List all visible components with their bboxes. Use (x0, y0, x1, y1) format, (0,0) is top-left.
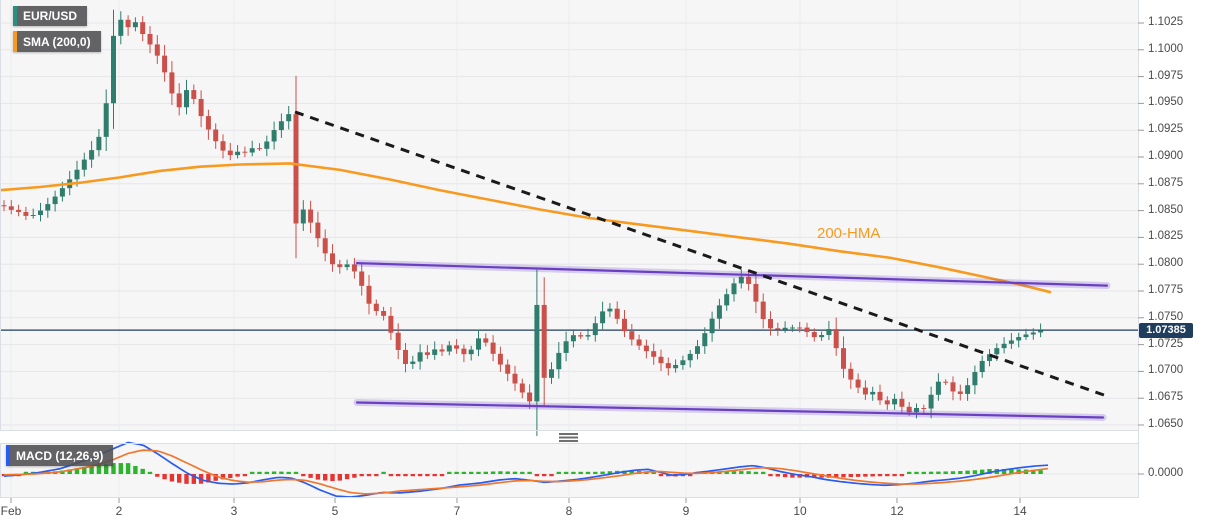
hma-annotation-label: 200-HMA (817, 225, 881, 242)
price-axis-label: 1.0875 (1148, 176, 1184, 189)
price-axis-label: 1.0850 (1148, 203, 1184, 216)
price-axis[interactable]: 1.1025 1.1000 1.0975 1.0950 1.0925 1.0900 1.08… (1139, 0, 1207, 498)
time-axis-label: 2 (115, 504, 123, 518)
price-axis-label: 1.0925 (1148, 123, 1184, 136)
macd-accent-bar (6, 445, 10, 466)
price-axis-label: 1.0650 (1148, 418, 1184, 430)
price-axis-label: 1.0775 (1148, 284, 1184, 296)
pane-resize-handle[interactable] (559, 433, 578, 443)
sma-accent-bar (13, 31, 17, 52)
time-axis-label: 14 (1013, 504, 1027, 518)
price-axis-label: 1.0700 (1148, 364, 1184, 377)
price-axis-label: 1.0725 (1148, 337, 1184, 350)
time-axis-label: 8 (565, 504, 573, 518)
time-axis-label: 9 (682, 504, 690, 518)
price-axis-label: 1.0800 (1148, 257, 1184, 270)
time-axis-label: 12 (890, 504, 904, 518)
sma-indicator-badge[interactable]: SMA (200,0) (13, 31, 101, 52)
price-axis-label: 1.0675 (1148, 391, 1184, 404)
time-axis[interactable]: Feb 2 3 5 7 8 9 10 12 14 (0, 498, 1138, 526)
macd-zero-axis-label: 0.0000 (1148, 467, 1184, 479)
sma-badge-label: SMA (200,0) (23, 34, 91, 49)
price-axis-label: 1.0975 (1148, 69, 1184, 82)
time-axis-label: 7 (453, 504, 461, 518)
symbol-badge-label: EUR/USD (23, 9, 78, 23)
price-axis-label: 1.0750 (1148, 310, 1184, 323)
symbol-accent-bar (13, 6, 17, 26)
price-axis-label: 1.1000 (1148, 42, 1184, 55)
symbol-badge[interactable]: EUR/USD (13, 6, 88, 26)
time-axis-label: Feb (0, 504, 22, 518)
macd-indicator-badge[interactable]: MACD (12,26,9) (6, 445, 114, 466)
price-axis-label: 1.1025 (1148, 16, 1184, 28)
time-axis-label: 5 (331, 504, 339, 518)
current-price-badge: 1.07385 (1139, 323, 1193, 338)
price-axis-label: 1.0950 (1148, 96, 1184, 109)
time-axis-label: 10 (793, 504, 807, 518)
price-axis-label: 1.0825 (1148, 230, 1184, 243)
macd-badge-label: MACD (12,26,9) (16, 448, 104, 463)
time-axis-label: 3 (230, 504, 238, 518)
price-axis-label: 1.0900 (1148, 150, 1184, 162)
